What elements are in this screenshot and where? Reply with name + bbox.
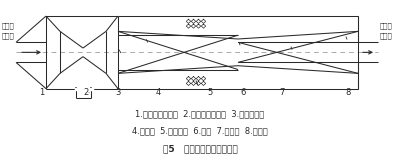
Text: 图5   低噪音热能压缩器简图: 图5 低噪音热能压缩器简图 [163, 144, 237, 153]
Text: 7: 7 [279, 88, 285, 97]
Text: 3: 3 [115, 88, 121, 97]
Text: 4.混合段  5.消音填料  6.喉部  7.消音室  8.扩张段: 4.混合段 5.消音填料 6.喉部 7.消音室 8.扩张段 [132, 126, 268, 135]
Text: 进口管: 进口管 [1, 33, 14, 39]
Text: 混合汽: 混合汽 [380, 22, 393, 29]
Text: 8: 8 [345, 88, 351, 97]
Text: 混合汽: 混合汽 [1, 22, 14, 29]
Text: 5: 5 [207, 88, 213, 97]
Text: 出口管: 出口管 [380, 33, 393, 39]
Text: 1: 1 [39, 88, 45, 97]
Text: 1.引射蒸汽入口管  2.吸入二次蒸汽管  3.拉伐尔喷嘴: 1.引射蒸汽入口管 2.吸入二次蒸汽管 3.拉伐尔喷嘴 [135, 110, 265, 119]
Text: 4: 4 [155, 88, 161, 97]
Text: 2: 2 [83, 88, 89, 97]
Text: 6: 6 [240, 88, 246, 97]
